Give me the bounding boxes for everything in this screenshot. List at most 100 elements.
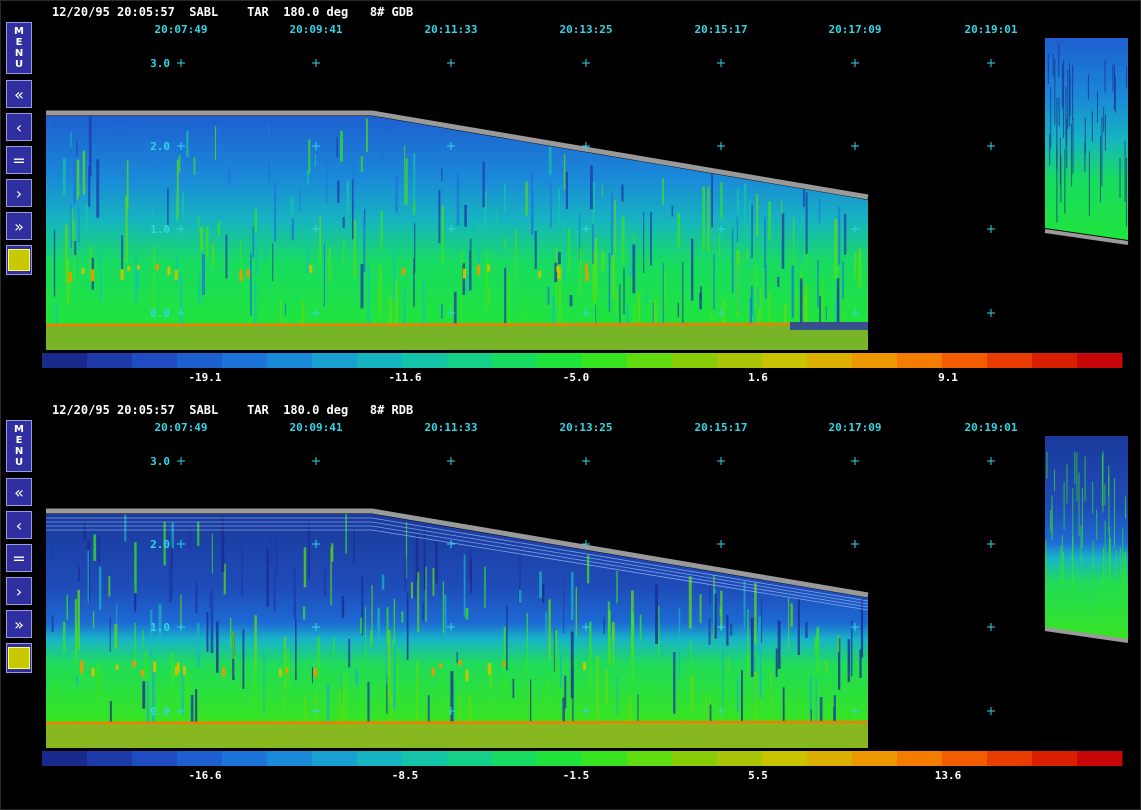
menu-letter: U [14, 59, 24, 70]
rewind-fast-button[interactable]: « [6, 478, 32, 506]
step-forward-button[interactable]: › [6, 577, 32, 605]
colorbar-swatch [312, 353, 358, 368]
color-toggle-button[interactable] [6, 245, 32, 275]
time-label: 20:13:25 [560, 421, 613, 434]
colorbar-swatch [897, 751, 943, 766]
surface-line [45, 720, 869, 725]
colorbar-swatch [177, 353, 223, 368]
grid-markers [177, 59, 995, 317]
height-label: 3.0 [150, 57, 170, 70]
colorbar-swatch [987, 353, 1033, 368]
time-label: 20:11:33 [425, 421, 478, 434]
colorbar-swatch [42, 751, 88, 766]
echo-top-edge [46, 508, 869, 598]
colorbar-swatch [357, 353, 403, 368]
chevron-left-icon: ‹ [15, 117, 23, 137]
step-forward-button[interactable]: › [6, 179, 32, 207]
equals-icon: = [12, 548, 26, 568]
colorbar-label: 5.5 [748, 769, 768, 782]
echo-streaks [46, 116, 862, 325]
colorbar-swatch [942, 751, 988, 766]
time-label: 20:07:49 [155, 421, 208, 434]
grid-markers [177, 457, 995, 715]
forward-fast-button[interactable]: » [6, 212, 32, 240]
colorbar-swatch [87, 353, 133, 368]
height-label: 0.0 [150, 307, 170, 320]
forward-fast-button[interactable]: » [6, 610, 32, 638]
colorbar-swatch [1077, 353, 1123, 368]
pause-button[interactable]: = [6, 146, 32, 174]
time-label: 20:19:01 [965, 23, 1018, 36]
panel-gdb: 12/20/95 20:05:57 SABL TAR 180.0 deg 8# … [0, 0, 1141, 395]
echo-top-edge [46, 110, 869, 200]
chevron-right-icon: › [15, 183, 23, 203]
colorbar-swatch [627, 751, 673, 766]
yellow-square-icon [8, 647, 30, 669]
colorbar-swatch [942, 353, 988, 368]
height-label: 2.0 [150, 140, 170, 153]
colorbar-swatch [582, 353, 628, 368]
menu-letter: E [15, 37, 23, 48]
step-back-button[interactable]: ‹ [6, 113, 32, 141]
double-chevron-right-icon: » [14, 614, 24, 634]
colorbar-swatch [132, 751, 178, 766]
step-back-button[interactable]: ‹ [6, 511, 32, 539]
colorbar-swatch [537, 751, 583, 766]
panel-header: 12/20/95 20:05:57 SABL TAR 180.0 deg 8# … [52, 403, 414, 417]
colorbar-swatch [717, 751, 763, 766]
time-label: 20:09:41 [290, 421, 343, 434]
colorbar-label: -11.6 [388, 371, 421, 384]
ground-layer [46, 325, 868, 350]
colorbar-label: 1.6 [748, 371, 768, 384]
color-toggle-button[interactable] [6, 643, 32, 673]
rewind-fast-button[interactable]: « [6, 80, 32, 108]
colorbar-label: -1.5 [563, 769, 590, 782]
height-label: 0.0 [150, 705, 170, 718]
colorbar-swatch [357, 751, 403, 766]
radar-display: 20:07:49 20:09:41 20:11:33 20:13:25 20:15:17… [42, 23, 1129, 384]
colorbar-swatch [492, 353, 538, 368]
colorbar-label: -16.6 [188, 769, 221, 782]
double-chevron-right-icon: » [14, 216, 24, 236]
colorbar [42, 353, 1123, 368]
yellow-square-icon [8, 249, 30, 271]
colorbar-label: 13.6 [935, 769, 962, 782]
panel-header: 12/20/95 20:05:57 SABL TAR 180.0 deg 8# … [52, 5, 414, 19]
chevron-left-icon: ‹ [15, 515, 23, 535]
pause-button[interactable]: = [6, 544, 32, 572]
colorbar-swatch [672, 353, 718, 368]
colorbar-label: 9.1 [938, 371, 958, 384]
time-label: 20:15:17 [695, 23, 748, 36]
colorbar-swatch [807, 353, 853, 368]
colorbar-label: -5.0 [563, 371, 590, 384]
colorbar-swatch [762, 751, 808, 766]
colorbar-swatch [717, 353, 763, 368]
menu-letter: N [14, 446, 24, 457]
inset-profile [1045, 436, 1128, 640]
time-label: 20:17:09 [829, 23, 882, 36]
colorbar-swatch [897, 353, 943, 368]
height-label: 1.0 [150, 223, 170, 236]
menu-letter: N [14, 48, 24, 59]
colorbar-swatch [447, 751, 493, 766]
colorbar-swatch [1077, 751, 1123, 766]
colorbar-swatch [852, 751, 898, 766]
double-chevron-left-icon: « [14, 482, 24, 502]
colorbar-swatch [267, 751, 313, 766]
colorbar-swatch [402, 353, 448, 368]
inset-profile [1045, 38, 1128, 240]
chevron-right-icon: › [15, 581, 23, 601]
time-label: 20:13:25 [560, 23, 613, 36]
height-label: 2.0 [150, 538, 170, 551]
colorbar-swatch [132, 353, 178, 368]
colorbar-swatch [87, 751, 133, 766]
colorbar-label: -8.5 [392, 769, 419, 782]
echo-streaks [51, 514, 864, 723]
colorbar-swatch [1032, 751, 1078, 766]
time-label: 20:09:41 [290, 23, 343, 36]
colorbar-swatch [537, 353, 583, 368]
colorbar-swatch [177, 751, 223, 766]
colorbar-swatch [987, 751, 1033, 766]
